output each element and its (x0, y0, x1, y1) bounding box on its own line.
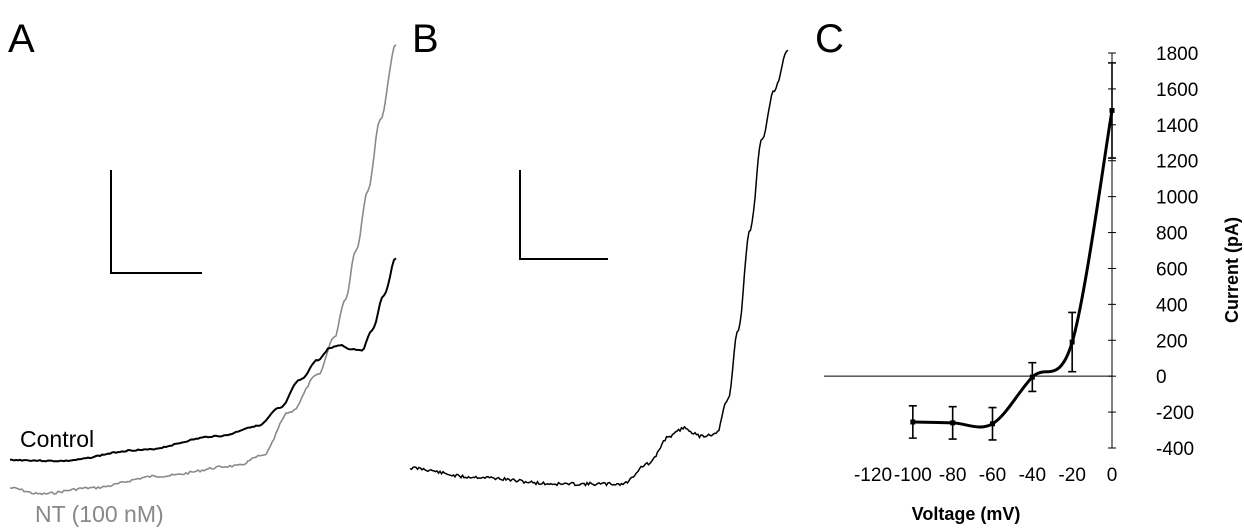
error-bars (908, 62, 1116, 441)
iv-curve (912, 110, 1114, 429)
y-tick-label: 1200 (1156, 152, 1198, 173)
y-tick-label: 1000 (1156, 188, 1198, 209)
panel-a-letter: A (8, 17, 35, 61)
y-tick-label: 400 (1156, 295, 1188, 316)
y-axis-title: Current (pA) (1222, 217, 1242, 323)
y-tick-label: 800 (1156, 224, 1188, 245)
data-point (1029, 374, 1035, 380)
x-ticks: -120 -100 -80 -60 -40 -20 0 (854, 465, 1117, 486)
y-tick-label: 1800 (1156, 44, 1198, 65)
x-tick-label: -40 (1019, 465, 1046, 486)
x-tick-label: -100 (894, 465, 932, 486)
y-tick-label: 600 (1156, 259, 1188, 280)
y-tick-label: 1600 (1156, 80, 1198, 101)
panel-a-scale-bar (110, 170, 202, 274)
nt-trace (9, 44, 397, 496)
data-point (950, 420, 956, 426)
nt-label: NT (100 nM) (35, 501, 164, 527)
x-tick-label: -80 (939, 465, 966, 486)
data-point (990, 421, 995, 427)
panel-b (409, 49, 789, 487)
y-tick-label: -400 (1156, 439, 1194, 460)
data-points (910, 107, 1115, 427)
y-tick-label: 0 (1156, 367, 1167, 388)
panel-b-scale-bar (519, 170, 608, 260)
y-tick-label: 200 (1156, 331, 1188, 352)
panel-a: Control NT (100 nM) (9, 44, 397, 527)
panel-b-letter: B (412, 17, 439, 61)
data-point (910, 419, 916, 425)
y-ticks: -400 -200 0 200 400 600 800 1000 1200 1400 1600 180… (1108, 44, 1198, 460)
x-tick-label: 0 (1107, 465, 1118, 486)
x-axis-title: Voltage (mV) (912, 504, 1021, 524)
y-tick-label: 1400 (1156, 116, 1198, 137)
panel-c-letter: C (815, 17, 844, 61)
data-point (1109, 107, 1115, 113)
control-label: Control (20, 426, 94, 452)
panel-b-trace (409, 49, 789, 487)
control-trace (9, 257, 397, 463)
panel-c-iv-plot: -400-20002004006008001000120014001600180… (824, 44, 1242, 524)
y-tick-label: -200 (1156, 403, 1194, 424)
x-tick-label: -20 (1058, 465, 1085, 486)
x-tick-label: -120 (854, 465, 892, 486)
data-point (1069, 339, 1075, 345)
x-tick-label: -60 (979, 465, 1006, 486)
